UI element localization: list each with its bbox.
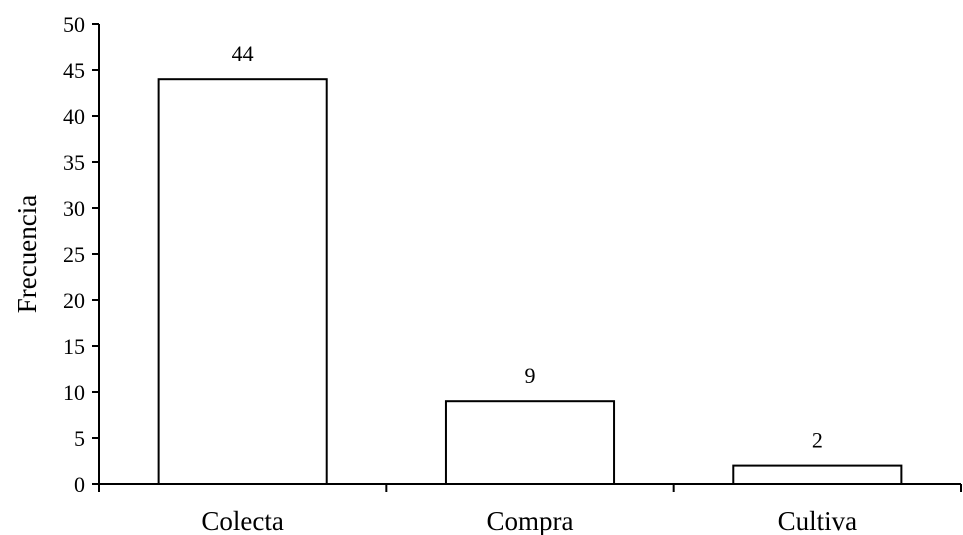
y-tick-label: 5	[74, 426, 85, 451]
data-label-compra: 9	[525, 363, 536, 388]
y-tick-label: 25	[63, 242, 85, 267]
y-tick-label: 0	[74, 472, 85, 497]
data-label-colecta: 44	[232, 41, 254, 66]
data-label-cultiva: 2	[812, 428, 823, 453]
bar-cultiva	[733, 466, 901, 484]
y-tick-label: 10	[63, 380, 85, 405]
y-tick-label: 35	[63, 150, 85, 175]
y-tick-label: 15	[63, 334, 85, 359]
bar-compra	[446, 401, 614, 484]
y-axis-ticks: 0 5 10 15 20 25 30 35 40 45 50	[63, 12, 99, 497]
y-tick-label: 50	[63, 12, 85, 37]
y-tick-label: 30	[63, 196, 85, 221]
y-axis-title: Frecuencia	[12, 195, 42, 313]
x-tick-label-colecta: Colecta	[201, 506, 283, 535]
bar-colecta	[159, 79, 327, 484]
x-axis-ticks: Colecta Compra Cultiva	[99, 484, 961, 535]
x-tick-label-compra: Compra	[487, 506, 574, 535]
bars	[159, 79, 902, 484]
y-tick-label: 45	[63, 58, 85, 83]
y-tick-label: 20	[63, 288, 85, 313]
x-tick-label-cultiva: Cultiva	[778, 506, 858, 535]
y-tick-label: 40	[63, 104, 85, 129]
